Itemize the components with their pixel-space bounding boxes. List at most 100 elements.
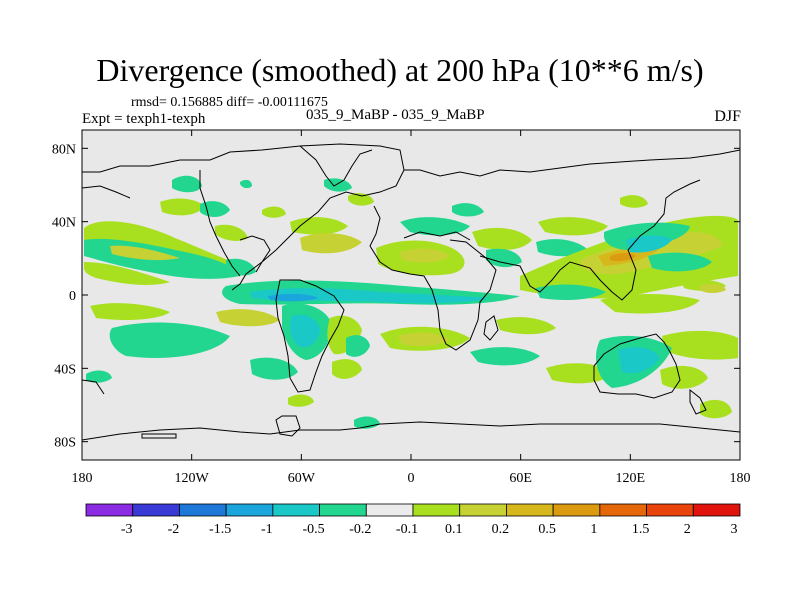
colorbar-swatch [692, 503, 741, 517]
x-tick-label: 180 [730, 471, 751, 486]
field-region [160, 198, 205, 216]
field-region [109, 322, 230, 358]
field-region [250, 357, 298, 380]
y-tick-label: 0 [69, 289, 76, 304]
colorbar-swatch [85, 503, 134, 517]
map-panel: 180 120W 60W 0 60E 120E 180 80N 40N 0 40S 80S [52, 129, 751, 486]
field-region [332, 359, 362, 379]
colorbar-label: -1 [261, 522, 273, 537]
field-region [290, 217, 348, 235]
colorbar-swatch [412, 503, 461, 517]
field-region [648, 252, 712, 272]
colorbar-swatch [552, 503, 601, 517]
field-region [536, 239, 588, 257]
colorbar-label: -0.2 [349, 522, 371, 537]
colorbar-swatch [179, 503, 227, 517]
field-region [84, 262, 170, 285]
field-region [348, 193, 374, 206]
field-region [300, 233, 362, 254]
colorbar-swatch [599, 503, 647, 517]
x-axis-labels: 180 120W 60W 0 60E 120E 180 [72, 471, 751, 486]
colorbar-swatch [459, 503, 507, 517]
field-region [620, 195, 648, 208]
colorbar-label: -0.1 [396, 522, 418, 537]
colorbar-swatch [365, 503, 414, 517]
coastline-central-america [239, 235, 271, 273]
field-region [626, 235, 672, 253]
experiment-label: Expt = texph1-texph [82, 111, 206, 127]
colorbar-swatch [506, 503, 554, 517]
coastline-south-america [275, 279, 345, 393]
field-region [486, 248, 522, 268]
colorbar-label: 0.5 [538, 522, 556, 537]
field-region [172, 175, 202, 193]
coastline-africa-europe [369, 205, 497, 351]
field-region [662, 330, 738, 360]
y-axis-labels: 80N 40N 0 40S 80S [52, 142, 76, 450]
coastline-antarctica [81, 421, 741, 441]
colorbar-label: -1.5 [209, 522, 231, 537]
y-tick-label: 80N [52, 142, 76, 157]
field-region [262, 206, 286, 218]
coastline-asia-south [479, 179, 701, 301]
field-region [346, 335, 370, 357]
colorbar-swatch [225, 503, 274, 517]
colorbar-swatch [319, 503, 367, 517]
x-tick-label: 120W [175, 471, 210, 486]
field-region [538, 217, 608, 236]
field-region [290, 314, 320, 348]
colorbar-label: -3 [121, 522, 133, 537]
y-tick-label: 80S [54, 436, 76, 451]
colorbar-label: 3 [731, 522, 738, 537]
colorbar-swatch [272, 503, 320, 517]
field-region [618, 347, 660, 374]
divergence-field [84, 175, 738, 429]
colorbar-label: -2 [168, 522, 180, 537]
field-region [288, 394, 314, 407]
field-region [226, 258, 256, 276]
colorbar-label: 1 [590, 522, 597, 537]
field-region [110, 245, 180, 261]
x-tick-label: 180 [72, 471, 93, 486]
field-region [496, 317, 556, 335]
y-tick-label: 40N [52, 216, 76, 231]
field-region [216, 309, 280, 327]
field-region [600, 294, 700, 314]
field-region [700, 399, 732, 419]
colorbar-swatch [646, 503, 694, 517]
coastline-north-america [82, 143, 405, 291]
field-region [90, 303, 170, 320]
field-region [472, 227, 532, 250]
field-region [452, 203, 484, 217]
field-region [398, 332, 450, 347]
x-tick-label: 120E [616, 471, 646, 486]
coastline-alaska [81, 185, 131, 199]
coastline-madagascar [483, 315, 499, 341]
colorbar-label: 0.1 [445, 522, 463, 537]
coastline-north-america-west [199, 170, 241, 277]
field-region [268, 293, 318, 302]
field-region [400, 217, 470, 236]
x-tick-label: 0 [408, 471, 415, 486]
coastline-islands-nz [689, 388, 707, 415]
coastline-greenland [299, 145, 373, 187]
field-region [660, 365, 708, 389]
field-region [215, 224, 248, 241]
coastlines [81, 143, 741, 441]
colorbar: -3 -2 -1.5 -1 -0.5 -0.2 -0.1 0.1 0.2 0.5 1 1.5 2 3 [85, 503, 741, 537]
colorbar-label: 2 [684, 522, 691, 537]
season-label: DJF [714, 108, 741, 125]
colorbar-label: 1.5 [632, 522, 650, 537]
coastline-antarctic-peninsula [275, 415, 301, 437]
axis-ticks [81, 130, 741, 460]
coastline-ross-ice [141, 433, 177, 439]
stats-text: rmsd= 0.156885 diff= -0.00111675 [131, 95, 328, 110]
field-region [700, 283, 726, 293]
field-region [86, 370, 112, 383]
coastline-eurasia [404, 149, 741, 177]
y-tick-label: 40S [54, 362, 76, 377]
colorbar-label: 0.2 [492, 522, 510, 537]
coastline-mediterranean [403, 231, 471, 241]
coastline-australia [593, 333, 681, 399]
field-region [470, 347, 540, 366]
